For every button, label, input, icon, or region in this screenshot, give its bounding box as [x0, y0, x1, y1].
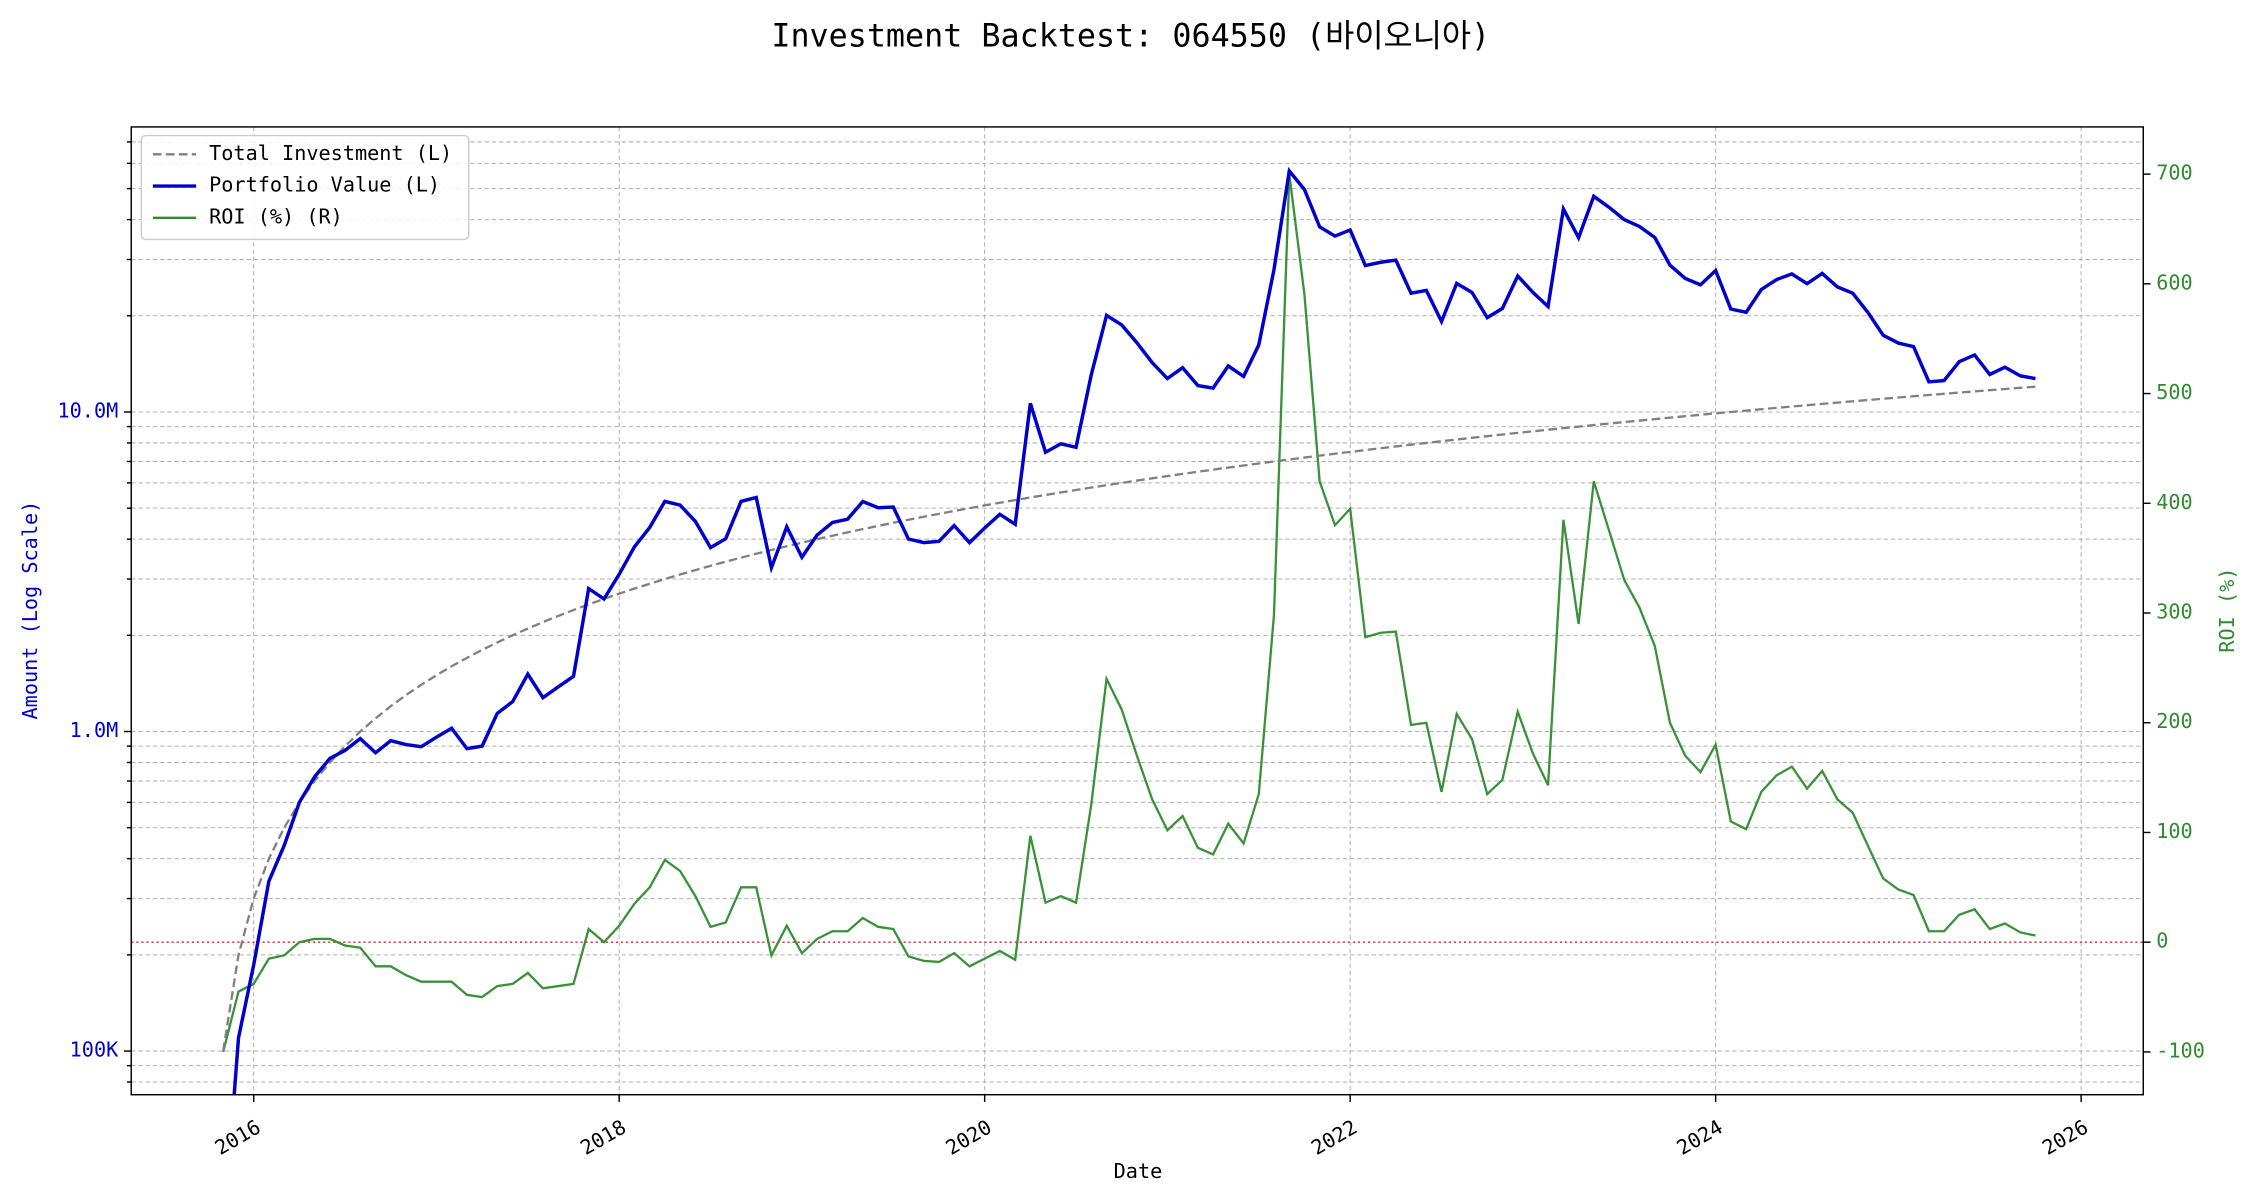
y2-tick-label: 300 [2156, 600, 2192, 624]
plot-area [131, 166, 2144, 1095]
legend: Total Investment (L) Portfolio Value (L) R… [140, 134, 470, 241]
legend-label: ROI (%) (R) [209, 204, 343, 228]
plot-frame [130, 126, 2144, 1096]
y2-tick-label: 400 [2156, 490, 2192, 514]
series-line [232, 166, 2036, 1095]
y-tick-label: 1.0M [70, 718, 119, 742]
y-tick-label: 100K [70, 1038, 119, 1062]
chart-title: Investment Backtest: 064550 (바이오니아) [771, 19, 1490, 55]
legend-label: Total Investment (L) [209, 141, 452, 165]
y2-tick-label: 700 [2156, 161, 2192, 185]
y-tick-label: 10.0M [57, 398, 118, 422]
y2-tick-label: -100 [2156, 1038, 2205, 1062]
legend-box [140, 134, 470, 241]
y2-tick-label: 0 [2156, 929, 2168, 953]
series-line [222, 385, 2036, 1052]
y2-tick-label: 200 [2156, 709, 2192, 733]
y2-tick-label: 500 [2156, 380, 2192, 404]
series-line [222, 173, 2036, 1053]
grid [131, 126, 2144, 1095]
y2-axis-label: ROI (%) [2215, 568, 2239, 653]
y2-tick-label: 100 [2156, 819, 2192, 843]
y2-tick-label: 600 [2156, 270, 2192, 294]
y-axis-label: Amount (Log Scale) [18, 501, 42, 720]
x-axis-label: Date [1114, 1159, 1163, 1183]
axes: 2016 2018 2020 2022 2024 2026100K1.0M10.0M-10… [57, 141, 2205, 1160]
legend-label: Portfolio Value (L) [209, 173, 440, 197]
